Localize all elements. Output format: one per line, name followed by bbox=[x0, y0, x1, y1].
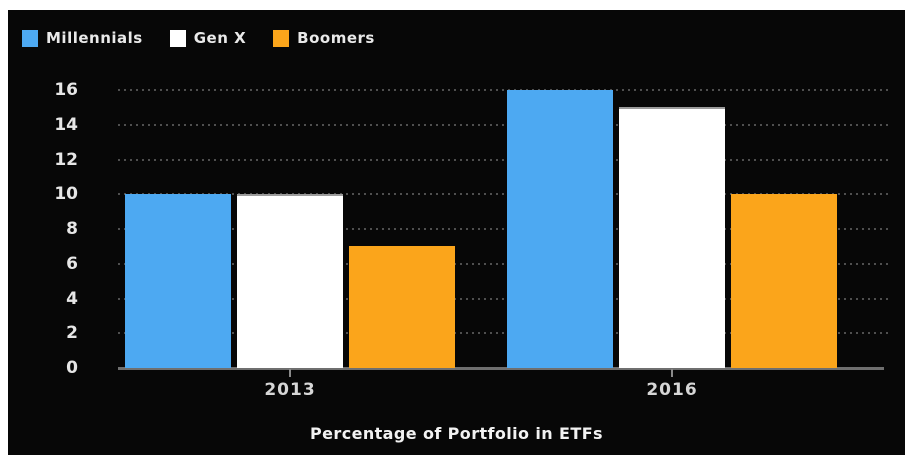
y-axis-tick-label-14: 14 bbox=[54, 114, 78, 135]
gridline-8 bbox=[118, 228, 890, 230]
y-axis-tick-label-8: 8 bbox=[66, 219, 78, 239]
chart-panel: Millennials Gen X Boomers 0 2 4 6 8 10 12 14 16 201… bbox=[8, 10, 905, 455]
legend-item-millennials: Millennials bbox=[22, 29, 143, 47]
y-axis-tick-label-6: 6 bbox=[66, 253, 78, 274]
gridline-12 bbox=[118, 158, 890, 161]
legend-label-millennials: Millennials bbox=[46, 29, 143, 47]
bar-millennials-2013 bbox=[125, 194, 231, 368]
x-axis-tick-2013 bbox=[289, 369, 291, 377]
legend-swatch-millennials bbox=[22, 29, 38, 47]
bar-gen-x-2013 bbox=[237, 194, 343, 368]
gridline-14 bbox=[118, 123, 890, 126]
y-axis-tick-label-0: 0 bbox=[66, 358, 78, 378]
bar-boomers-2016 bbox=[731, 194, 837, 368]
y-axis-tick-label-12: 12 bbox=[54, 149, 78, 170]
x-axis-tick-2016 bbox=[671, 369, 673, 377]
y-axis-tick-label-10: 10 bbox=[54, 184, 78, 205]
plot-area: 0 2 4 6 8 10 12 14 16 2013 2016 bbox=[54, 80, 890, 400]
legend-label-gen-x: Gen X bbox=[193, 29, 247, 47]
legend-swatch-boomers bbox=[273, 29, 290, 47]
x-axis-label-2016: 2016 bbox=[646, 380, 698, 400]
gridline-4 bbox=[118, 297, 890, 300]
legend: Millennials Gen X Boomers bbox=[22, 29, 375, 47]
legend-swatch-gen-x bbox=[169, 29, 186, 47]
x-axis-line bbox=[118, 367, 884, 370]
legend-label-boomers: Boomers bbox=[297, 29, 375, 47]
gridline-2 bbox=[118, 332, 890, 335]
y-axis-tick-label-2: 2 bbox=[66, 323, 78, 344]
gridline-6 bbox=[118, 262, 890, 265]
bar-millennials-2016 bbox=[507, 90, 613, 368]
gridline-16 bbox=[118, 89, 890, 91]
chart-title: Percentage of Portfolio in ETFs bbox=[310, 424, 603, 443]
bar-boomers-2013 bbox=[349, 246, 455, 368]
legend-item-gen-x: Gen X bbox=[169, 29, 247, 47]
legend-item-boomers: Boomers bbox=[273, 29, 375, 47]
x-axis-label-2013: 2013 bbox=[264, 380, 316, 400]
y-axis-tick-label-16: 16 bbox=[54, 80, 78, 100]
y-axis-tick-label-4: 4 bbox=[66, 288, 78, 309]
gridline-10 bbox=[118, 193, 890, 196]
bar-gen-x-2016 bbox=[619, 107, 725, 368]
